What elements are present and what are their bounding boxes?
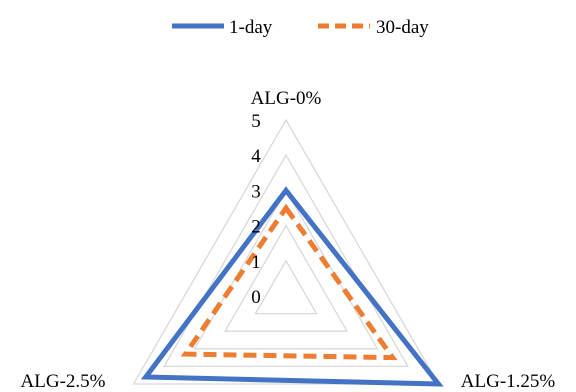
grid-ring-2 [223, 224, 349, 332]
series-1-day [140, 186, 444, 387]
axis-label-alg-2-5: ALG-2.5% [21, 371, 106, 392]
axis-labels: ALG-0% ALG-1.25% ALG-2.5% [21, 88, 556, 392]
grid-ring-1 [254, 259, 318, 315]
series-30-day [180, 203, 398, 361]
legend-label-30-day: 30-day [376, 17, 429, 38]
grid-ring-4 [162, 153, 410, 368]
radar-grid [132, 118, 440, 385]
axis-label-alg-1-25: ALG-1.25% [461, 371, 556, 392]
grid-ring-3 [193, 189, 379, 350]
tick-label-5: 5 [251, 111, 261, 132]
tick-label-0: 0 [251, 287, 261, 308]
tick-label-1: 1 [251, 252, 261, 273]
tick-label-2: 2 [251, 217, 261, 238]
legend-label-1-day: 1-day [229, 17, 273, 38]
legend: 1-day 30-day [172, 17, 429, 38]
radar-series [140, 186, 444, 387]
tick-label-3: 3 [251, 181, 261, 202]
axis-label-alg-0: ALG-0% [251, 88, 322, 109]
grid-ring-5 [132, 118, 440, 385]
radial-tick-labels: 0 1 2 3 4 5 [251, 111, 261, 308]
tick-label-4: 4 [251, 146, 261, 167]
